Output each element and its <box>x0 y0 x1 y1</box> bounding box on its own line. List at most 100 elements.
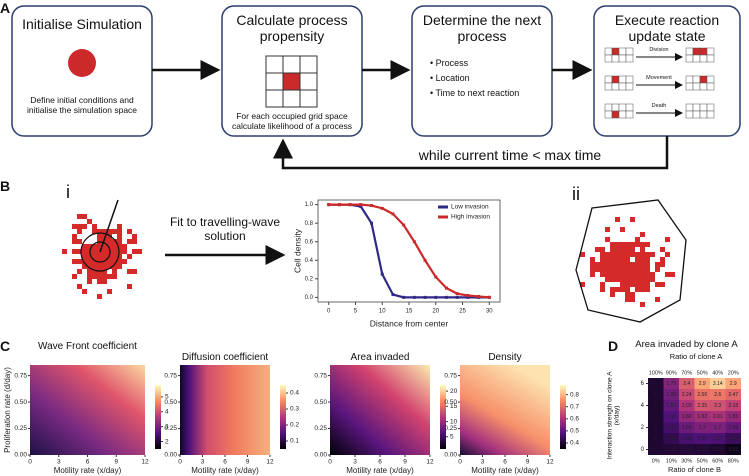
mini-cell <box>604 82 613 91</box>
cell <box>620 287 625 292</box>
ring <box>89 241 111 263</box>
heat-cell <box>663 400 679 411</box>
top-tick-label: 100% <box>649 370 663 376</box>
mini-cell <box>706 47 715 56</box>
top-tick-label: 90% <box>666 370 677 376</box>
cell <box>655 282 660 287</box>
cell <box>625 257 630 262</box>
x-tick-label: 3 <box>353 459 357 466</box>
cell-value: 1 <box>654 425 657 431</box>
cell <box>625 262 630 267</box>
cell <box>97 274 102 279</box>
cell <box>630 262 635 267</box>
cell <box>610 262 615 267</box>
sub-label: i <box>66 182 70 202</box>
cell-value: 1.01 <box>713 447 723 453</box>
top-tick-label: 70% <box>681 370 692 376</box>
colorbar-tick-label: 0.6 <box>570 416 579 423</box>
cell <box>117 244 122 249</box>
heat-cell <box>663 422 679 433</box>
cell <box>600 252 605 257</box>
mini-cell <box>625 110 634 119</box>
cell <box>600 267 605 272</box>
cell <box>600 262 605 267</box>
cell-value: 3.14 <box>713 381 723 387</box>
heat-cell <box>694 400 710 411</box>
cell <box>610 247 615 252</box>
heat-cell <box>710 400 726 411</box>
cell <box>102 244 107 249</box>
point <box>359 203 363 207</box>
point <box>391 212 395 216</box>
panel-label: C <box>0 338 11 354</box>
x-tick-label: 0 <box>28 459 32 466</box>
heat-cell <box>663 433 679 444</box>
cell <box>615 272 620 277</box>
cell-value: 1.05 <box>697 447 707 453</box>
cell <box>92 259 97 264</box>
point <box>370 204 374 208</box>
colorbar-tick-label: 3 <box>165 423 169 430</box>
cell-value: 1.39 <box>697 436 707 442</box>
cell <box>132 234 137 239</box>
map-title: Area invaded <box>350 352 410 363</box>
x-tick-label: 20 <box>432 309 439 315</box>
cell <box>77 249 82 254</box>
cell <box>590 257 595 262</box>
cell <box>640 277 645 282</box>
colorbar-tick-label: 0.5 <box>570 428 579 435</box>
heat-cell <box>648 411 664 422</box>
heatmap <box>180 365 270 455</box>
cell <box>620 277 625 282</box>
top-tick-label: 40% <box>712 370 723 376</box>
heat-cell <box>648 378 664 389</box>
cell <box>610 292 615 297</box>
y-tick-label: 0.4 <box>305 258 314 264</box>
cell <box>635 257 640 262</box>
cell <box>590 272 595 277</box>
cell <box>72 224 77 229</box>
cell <box>665 272 670 277</box>
cell <box>635 287 640 292</box>
cell <box>117 254 122 259</box>
y-tick-label: 0.75 <box>164 372 177 379</box>
cell <box>107 229 112 234</box>
cell <box>640 252 645 257</box>
cell <box>630 292 635 297</box>
cell <box>97 254 102 259</box>
cell <box>77 224 82 229</box>
cell <box>87 269 92 274</box>
cell <box>640 287 645 292</box>
panel-label: D <box>608 338 619 354</box>
cell <box>650 277 655 282</box>
bottom-tick-label: 80% <box>728 458 739 464</box>
mini-cell <box>618 54 627 63</box>
cell <box>610 267 615 272</box>
cell <box>655 297 660 302</box>
step-title: Initialise Simulation <box>22 16 142 32</box>
cell <box>625 297 630 302</box>
heat-cell <box>694 378 710 389</box>
cell <box>102 249 107 254</box>
cell-value: 1 <box>654 392 657 398</box>
x-tick-label: 10 <box>379 309 386 315</box>
cell <box>630 247 635 252</box>
y-axis-label: Proliferation rate (d/day) <box>3 367 12 453</box>
cell <box>112 249 117 254</box>
x-axis-label: Motility rate (x/day) <box>346 466 414 475</box>
panel-label: A <box>0 0 11 16</box>
cell <box>127 269 132 274</box>
cell <box>92 224 97 229</box>
cell <box>112 239 117 244</box>
cell <box>640 257 645 262</box>
cell <box>645 242 650 247</box>
cell <box>580 252 585 257</box>
cell <box>615 252 620 257</box>
cell <box>107 264 112 269</box>
cell <box>97 264 102 269</box>
cell <box>112 269 117 274</box>
cell <box>107 239 112 244</box>
cell <box>645 252 650 257</box>
mini-cell <box>625 54 634 63</box>
